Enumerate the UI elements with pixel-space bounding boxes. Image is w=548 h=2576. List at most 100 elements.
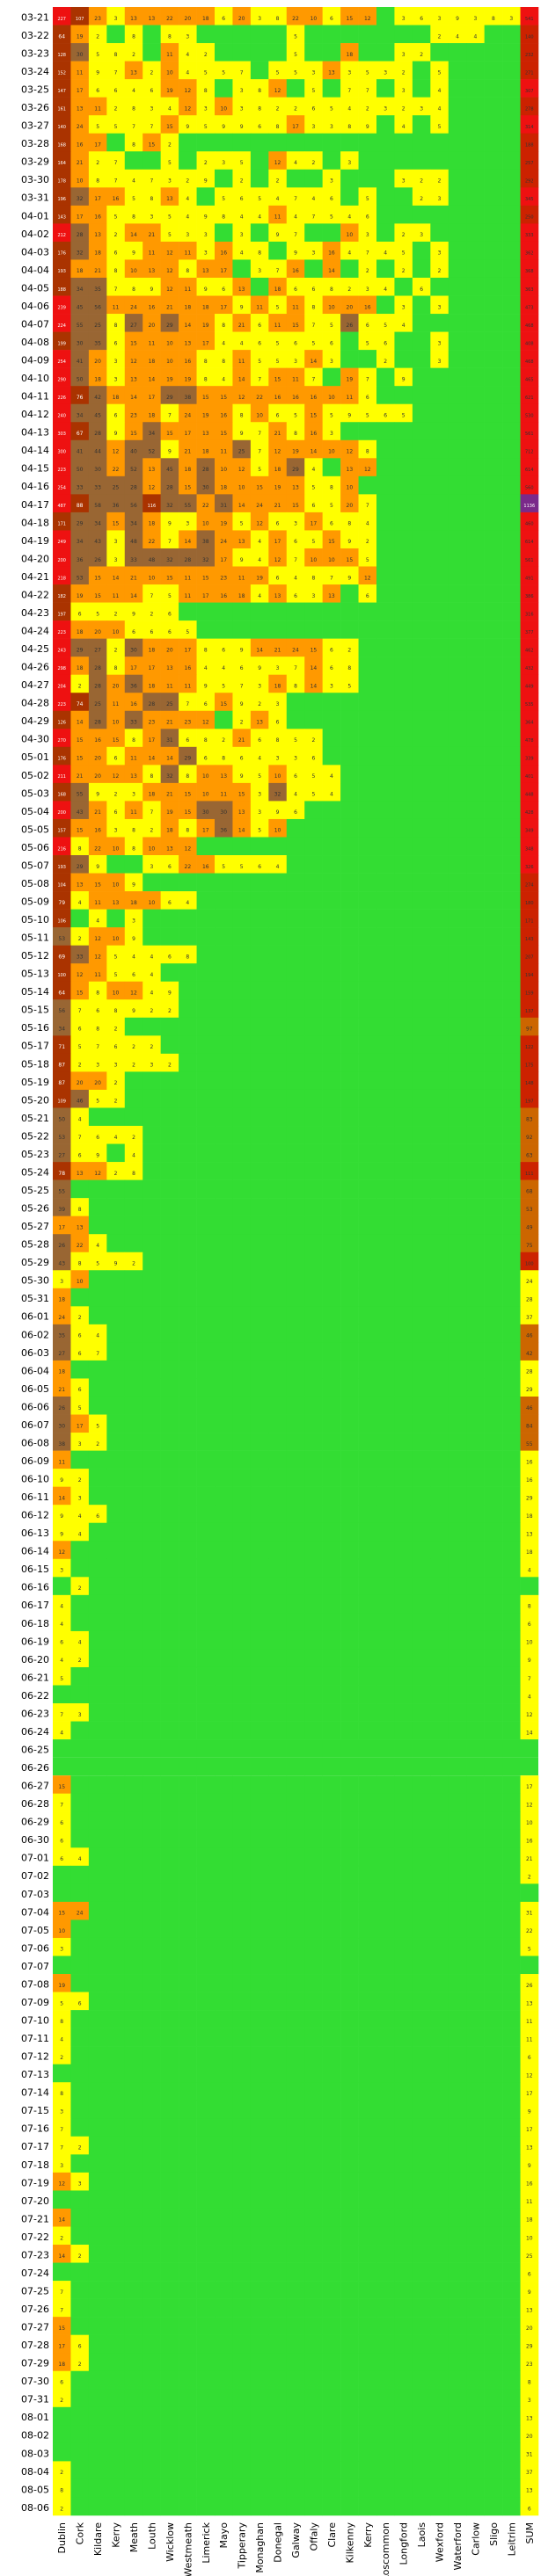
- heatmap-cell-value: 5: [240, 521, 244, 527]
- heatmap-cell: [502, 241, 521, 260]
- heatmap-cell-value: 4: [456, 33, 459, 40]
- heatmap-cell-value: 2: [78, 1658, 82, 1664]
- heatmap-cell: [250, 1198, 269, 1216]
- heatmap-cell: [268, 350, 288, 368]
- heatmap-cell: [340, 403, 359, 423]
- heatmap-cell: [466, 169, 485, 188]
- heatmap-cell: [232, 1883, 252, 1903]
- heatmap-cell: [466, 1594, 485, 1614]
- heatmap-cell: [250, 1469, 269, 1487]
- heatmap-cell: [286, 693, 305, 712]
- heatmap-cell: [70, 187, 90, 207]
- heatmap-cell: [142, 1937, 161, 1956]
- heatmap-cell: [322, 187, 341, 207]
- y-tick-label: 03-31: [21, 192, 49, 204]
- heatmap-cell-value: 16: [364, 304, 371, 310]
- heatmap-cell: [286, 999, 305, 1019]
- heatmap-cell-value: 200: [57, 810, 66, 816]
- heatmap-cell: [179, 2082, 197, 2101]
- x-tick-label: Kerry: [111, 2522, 122, 2548]
- heatmap-cell-value: 6: [78, 1387, 82, 1393]
- heatmap-cell: [502, 1396, 521, 1415]
- heatmap-cell: [232, 1378, 252, 1397]
- heatmap-cell: [106, 2172, 126, 2191]
- heatmap-cell: [179, 1883, 197, 1903]
- heatmap-cell: [286, 801, 305, 820]
- heatmap-cell: [412, 801, 431, 820]
- heatmap-cell: [394, 2425, 413, 2444]
- heatmap-cell-value: 126: [57, 721, 66, 726]
- heatmap-cell-value: 4: [204, 665, 208, 671]
- heatmap-cell: [124, 548, 143, 567]
- heatmap-cell-value: 7: [366, 250, 369, 257]
- heatmap-cell-value: 14: [311, 359, 318, 365]
- heatmap-cell: [412, 169, 431, 188]
- heatmap-cell: [304, 602, 323, 621]
- heatmap-cell: [484, 2136, 503, 2155]
- heatmap-cell: [106, 314, 126, 332]
- heatmap-cell: [196, 512, 216, 531]
- heatmap-cell: [322, 1883, 341, 1903]
- heatmap-cell: [484, 403, 503, 423]
- heatmap-cell: [304, 1630, 323, 1650]
- heatmap-cell: [179, 602, 197, 621]
- heatmap-cell: [286, 1594, 305, 1614]
- heatmap-cell: [196, 1775, 216, 1795]
- heatmap-cell-value: 5: [168, 160, 172, 166]
- heatmap-cell: [196, 2064, 216, 2083]
- heatmap-cell: [430, 2497, 449, 2516]
- heatmap-cell-value: 12: [166, 287, 173, 293]
- heatmap-cell-value: 16: [185, 359, 192, 365]
- heatmap-cell: [304, 638, 323, 657]
- heatmap-cell-value: 9: [132, 1008, 135, 1014]
- heatmap-cell-value: 2: [186, 178, 189, 185]
- heatmap-cell: [179, 1324, 197, 1343]
- heatmap-cell: [394, 620, 413, 639]
- heatmap-cell: [502, 1613, 521, 1632]
- heatmap-cell: [106, 1613, 126, 1632]
- heatmap-cell-value: 26: [94, 557, 101, 563]
- heatmap-cell-value: 223: [57, 468, 66, 473]
- heatmap-cell: [179, 2317, 197, 2335]
- heatmap-cell: [250, 2136, 269, 2155]
- heatmap-cell: [430, 2461, 449, 2480]
- heatmap-cell: [376, 855, 395, 874]
- heatmap-cell-value: 2: [78, 1063, 82, 1069]
- heatmap-cell-value: 19: [292, 449, 299, 455]
- heatmap-cell: [88, 2208, 107, 2227]
- heatmap-cell-value: 4: [294, 575, 297, 581]
- heatmap-cell: [394, 1143, 413, 1163]
- heatmap-cell: [124, 2028, 143, 2047]
- heatmap-cell-value: 2: [150, 1008, 154, 1014]
- heatmap-cell: [466, 2100, 485, 2119]
- heatmap-cell-value: 12: [364, 467, 371, 473]
- heatmap-cell: [502, 259, 521, 279]
- heatmap-cell: [286, 1685, 305, 1704]
- heatmap-cell-value: 79: [58, 900, 65, 906]
- heatmap-cell-value: 24: [185, 412, 192, 418]
- heatmap-cell: [394, 1378, 413, 1397]
- heatmap-cell: [106, 2118, 126, 2137]
- heatmap-cell: [358, 169, 377, 188]
- heatmap-cell-value: 6: [78, 2343, 82, 2349]
- heatmap-cell: [268, 2010, 288, 2028]
- y-tick-label: 08-01: [21, 2412, 49, 2423]
- heatmap-cell: [448, 2461, 467, 2480]
- heatmap-cell: [124, 25, 143, 44]
- heatmap-cell: [232, 1198, 252, 1216]
- heatmap-cell: [484, 1847, 503, 1867]
- heatmap-cell-value: 2: [60, 2055, 63, 2061]
- heatmap-cell-value: 12: [256, 521, 263, 527]
- heatmap-cell: [268, 782, 288, 802]
- y-tick-label: 07-07: [21, 1961, 49, 1972]
- heatmap-cell: [466, 2298, 485, 2318]
- heatmap-cell: [196, 475, 216, 495]
- heatmap-cell: [250, 1703, 269, 1722]
- heatmap-cell: [466, 43, 485, 62]
- heatmap-cell: [232, 999, 252, 1019]
- heatmap-cell-value: 12: [94, 936, 101, 942]
- heatmap-cell: [412, 1486, 431, 1506]
- heatmap-cell-value: 13: [166, 665, 173, 671]
- heatmap-cell-value: 4: [402, 124, 406, 130]
- heatmap-cell: [179, 512, 197, 531]
